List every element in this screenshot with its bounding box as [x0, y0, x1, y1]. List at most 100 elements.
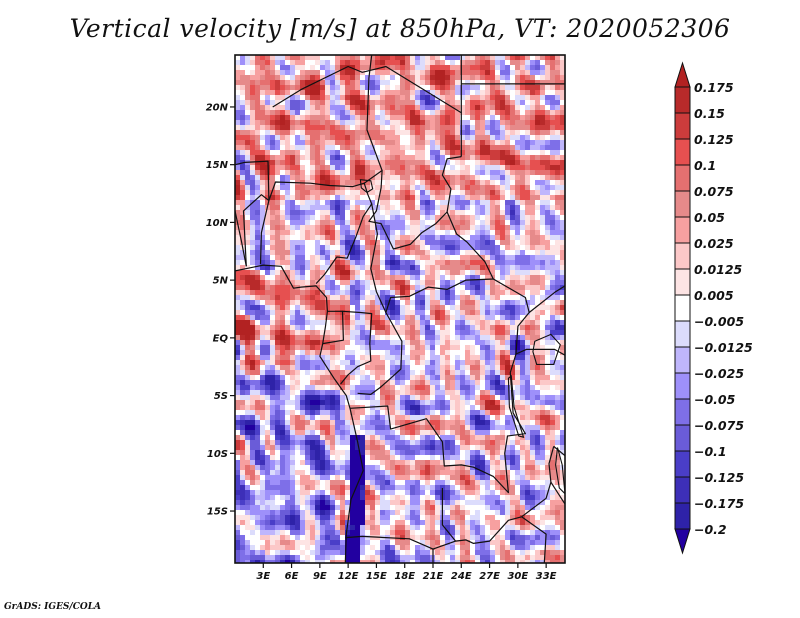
field-cell [355, 330, 360, 335]
field-cell [440, 130, 445, 135]
field-cell [485, 65, 490, 70]
field-cell [505, 355, 510, 360]
field-cell [335, 465, 340, 470]
field-cell [340, 115, 345, 120]
field-cell [535, 260, 540, 265]
field-cell [545, 180, 550, 185]
field-cell [555, 225, 560, 230]
field-cell [350, 235, 355, 240]
field-cell [545, 225, 550, 230]
field-cell [300, 425, 305, 430]
field-cell [310, 445, 315, 450]
field-cell [390, 265, 395, 270]
field-cell [500, 285, 505, 290]
field-cell [520, 470, 525, 475]
field-cell [345, 115, 350, 120]
field-cell [545, 270, 550, 275]
field-cell [510, 330, 515, 335]
field-cell [340, 335, 345, 340]
field-cell [450, 435, 455, 440]
field-cell [360, 105, 365, 110]
field-cell [540, 90, 545, 95]
field-cell [430, 140, 435, 145]
field-cell [265, 115, 270, 120]
field-cell [555, 425, 560, 430]
field-cell [280, 115, 285, 120]
field-cell [500, 215, 505, 220]
field-cell [525, 300, 530, 305]
field-cell [310, 150, 315, 155]
field-cell [525, 200, 530, 205]
field-cell [260, 180, 265, 185]
field-cell [280, 160, 285, 165]
field-cell [460, 150, 465, 155]
field-cell [485, 365, 490, 370]
field-cell [435, 135, 440, 140]
field-cell [325, 240, 330, 245]
field-cell [505, 465, 510, 470]
field-cell [430, 380, 435, 385]
field-cell [410, 190, 415, 195]
field-cell [535, 455, 540, 460]
field-cell [370, 340, 375, 345]
field-cell [260, 190, 265, 195]
field-cell [355, 360, 360, 365]
field-cell [475, 150, 480, 155]
field-cell [415, 460, 420, 465]
field-cell [240, 320, 245, 325]
field-cell [560, 345, 565, 350]
field-cell [550, 220, 555, 225]
field-cell [340, 295, 345, 300]
field-cell [270, 70, 275, 75]
field-cell [530, 80, 535, 85]
field-cell [320, 270, 325, 275]
field-cell [505, 380, 510, 385]
field-cell [330, 445, 335, 450]
field-cell [270, 310, 275, 315]
field-cell [410, 165, 415, 170]
field-cell [350, 195, 355, 200]
field-cell [275, 325, 280, 330]
field-cell [510, 100, 515, 105]
field-cell [335, 240, 340, 245]
field-cell [435, 440, 440, 445]
field-cell [490, 240, 495, 245]
field-cell [235, 250, 240, 255]
field-cell [430, 160, 435, 165]
field-cell [450, 260, 455, 265]
field-cell [440, 140, 445, 145]
field-cell [405, 200, 410, 205]
field-cell [470, 395, 475, 400]
field-cell [465, 310, 470, 315]
field-cell [485, 105, 490, 110]
field-cell [300, 415, 305, 420]
field-cell [445, 280, 450, 285]
field-cell [345, 195, 350, 200]
field-cell [530, 435, 535, 440]
field-cell [455, 195, 460, 200]
field-cell [330, 320, 335, 325]
field-cell [425, 385, 430, 390]
field-cell [370, 420, 375, 425]
field-cell [275, 80, 280, 85]
field-cell [240, 90, 245, 95]
field-cell [370, 200, 375, 205]
field-cell [505, 70, 510, 75]
field-cell [530, 235, 535, 240]
field-cell [235, 140, 240, 145]
field-cell [475, 285, 480, 290]
field-cell [445, 245, 450, 250]
field-cell [520, 70, 525, 75]
field-cell [500, 345, 505, 350]
field-cell [350, 80, 355, 85]
field-cell [485, 130, 490, 135]
field-cell [385, 420, 390, 425]
field-cell [285, 210, 290, 215]
field-cell [255, 235, 260, 240]
field-cell [460, 300, 465, 305]
field-cell [510, 300, 515, 305]
field-cell [505, 290, 510, 295]
field-cell [250, 375, 255, 380]
field-cell [365, 160, 370, 165]
field-cell [555, 110, 560, 115]
